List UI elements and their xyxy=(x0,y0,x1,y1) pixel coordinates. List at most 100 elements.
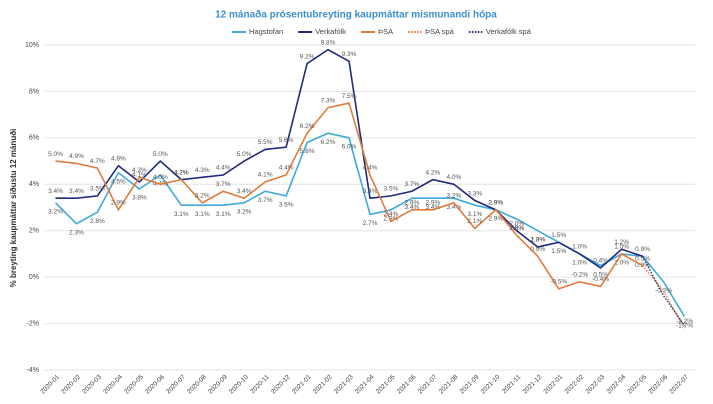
data-label: 3.5% xyxy=(279,202,294,209)
data-label: 5.0% xyxy=(48,151,63,158)
data-label: 4.9% xyxy=(69,153,84,160)
legend-label: ÞSA xyxy=(378,27,393,36)
x-tick-label: 2022-07 xyxy=(668,373,690,395)
y-tick-label: -2% xyxy=(27,320,39,327)
legend-label: ÞSA spá xyxy=(425,27,455,36)
x-tick-label: 2020-08 xyxy=(186,373,208,395)
data-label: 6.0% xyxy=(342,144,357,151)
legend-label: Verkafólk xyxy=(315,27,346,36)
data-label: 2.4% xyxy=(384,211,399,218)
x-tick-label: 2022-02 xyxy=(563,373,585,395)
x-tick-label: 2020-11 xyxy=(249,373,271,395)
x-tick-label: 2021-07 xyxy=(417,373,439,395)
data-label: 7.3% xyxy=(321,97,336,104)
data-label: 4.4% xyxy=(363,165,378,172)
data-label: 5.0% xyxy=(237,151,252,158)
data-label: 0.5% xyxy=(593,271,608,278)
y-tick-label: -4% xyxy=(27,367,39,374)
data-label: 3.2% xyxy=(446,193,461,200)
data-label: 6.2% xyxy=(300,123,315,130)
data-label: 3.4% xyxy=(69,188,84,195)
data-label: 4.5% xyxy=(111,178,126,185)
x-tick-label: 2021-01 xyxy=(291,373,313,395)
data-label: 3.4% xyxy=(425,204,440,211)
data-label: 2.9% xyxy=(488,200,503,207)
data-label: 3.1% xyxy=(216,211,231,218)
data-label: 4.4% xyxy=(279,165,294,172)
x-tick-label: 2020-02 xyxy=(60,373,82,395)
x-tick-label: 2022-01 xyxy=(543,373,565,395)
data-label: 2.9% xyxy=(425,200,440,207)
data-label: 4.0% xyxy=(446,174,461,181)
data-label: 1.8% xyxy=(509,225,524,232)
data-label: 1.0% xyxy=(572,260,587,267)
x-tick-label: 2021-03 xyxy=(333,373,355,395)
series-line xyxy=(55,102,643,290)
data-label: 3.2% xyxy=(48,209,63,216)
x-tick-label: 2022-06 xyxy=(647,373,669,395)
data-label: 4.2% xyxy=(174,169,189,176)
data-label: 2.0% xyxy=(530,236,545,243)
data-label: 2.9% xyxy=(488,200,503,207)
x-tick-label: 2020-12 xyxy=(270,373,292,395)
data-label: 4.3% xyxy=(132,167,147,174)
data-label: 4.2% xyxy=(174,169,189,176)
data-label: 3.1% xyxy=(174,211,189,218)
data-label: 2.9% xyxy=(405,200,420,207)
x-tick-label: 2020-10 xyxy=(228,373,250,395)
data-label: 9.2% xyxy=(300,53,315,60)
data-label: 4.3% xyxy=(195,167,210,174)
data-label: 4.8% xyxy=(111,155,126,162)
data-label: 3.2% xyxy=(195,193,210,200)
data-label: 0.5% xyxy=(635,255,650,262)
x-tick-label: 2021-09 xyxy=(459,373,481,395)
data-label: 3.4% xyxy=(446,204,461,211)
x-tick-label: 2020-04 xyxy=(102,373,124,395)
data-label: 5.0% xyxy=(153,151,168,158)
y-tick-label: 2% xyxy=(29,228,39,235)
x-tick-label: 2020-07 xyxy=(165,373,187,395)
series-line xyxy=(641,255,686,327)
data-label: 1.5% xyxy=(551,232,566,239)
data-label: 0.9% xyxy=(635,246,650,253)
data-label: 3.4% xyxy=(363,188,378,195)
data-label: 2.1% xyxy=(467,218,482,225)
chart-title: 12 mánaða prósentubreyting kaupmáttar mi… xyxy=(215,9,497,21)
data-label: 1.0% xyxy=(614,244,629,251)
data-label: 4.0% xyxy=(153,174,168,181)
data-label: 3.7% xyxy=(258,197,273,204)
y-tick-label: 4% xyxy=(29,181,39,188)
data-label: 3.2% xyxy=(237,209,252,216)
data-label: 3.4% xyxy=(48,188,63,195)
x-tick-label: 2022-04 xyxy=(605,373,627,395)
data-label: 2.9% xyxy=(488,216,503,223)
x-tick-label: 2021-02 xyxy=(312,373,334,395)
x-tick-label: 2021-06 xyxy=(396,373,418,395)
x-tick-label: 2020-03 xyxy=(81,373,103,395)
data-label: 3.7% xyxy=(216,181,231,188)
data-label: 0.4% xyxy=(593,258,608,265)
y-axis-label: % breyting kaupmáttar síðustu 12 mánuði xyxy=(9,129,18,288)
data-label: 1.5% xyxy=(551,248,566,255)
data-label: 1.0% xyxy=(572,244,587,251)
data-label: 6.2% xyxy=(321,139,336,146)
x-tick-label: 2021-08 xyxy=(438,373,460,395)
data-label: 5.6% xyxy=(279,137,294,144)
data-label: 2.8% xyxy=(90,218,105,225)
y-tick-label: 10% xyxy=(25,42,39,49)
data-label: 2.0% xyxy=(509,220,524,227)
data-label: 1.0% xyxy=(614,260,629,267)
y-tick-label: 0% xyxy=(29,274,39,281)
data-label: 4.7% xyxy=(90,158,105,165)
x-tick-label: 2022-03 xyxy=(584,373,606,395)
data-label: 7.5% xyxy=(342,93,357,100)
data-label: 4.2% xyxy=(425,169,440,176)
data-label: 3.1% xyxy=(195,211,210,218)
x-tick-label: 2021-11 xyxy=(501,373,523,395)
x-tick-label: 2020-09 xyxy=(207,373,229,395)
data-label: 4.1% xyxy=(132,172,147,179)
data-label: 3.5% xyxy=(384,186,399,193)
data-label: 5.8% xyxy=(300,148,315,155)
data-label: 0.9% xyxy=(530,246,545,253)
